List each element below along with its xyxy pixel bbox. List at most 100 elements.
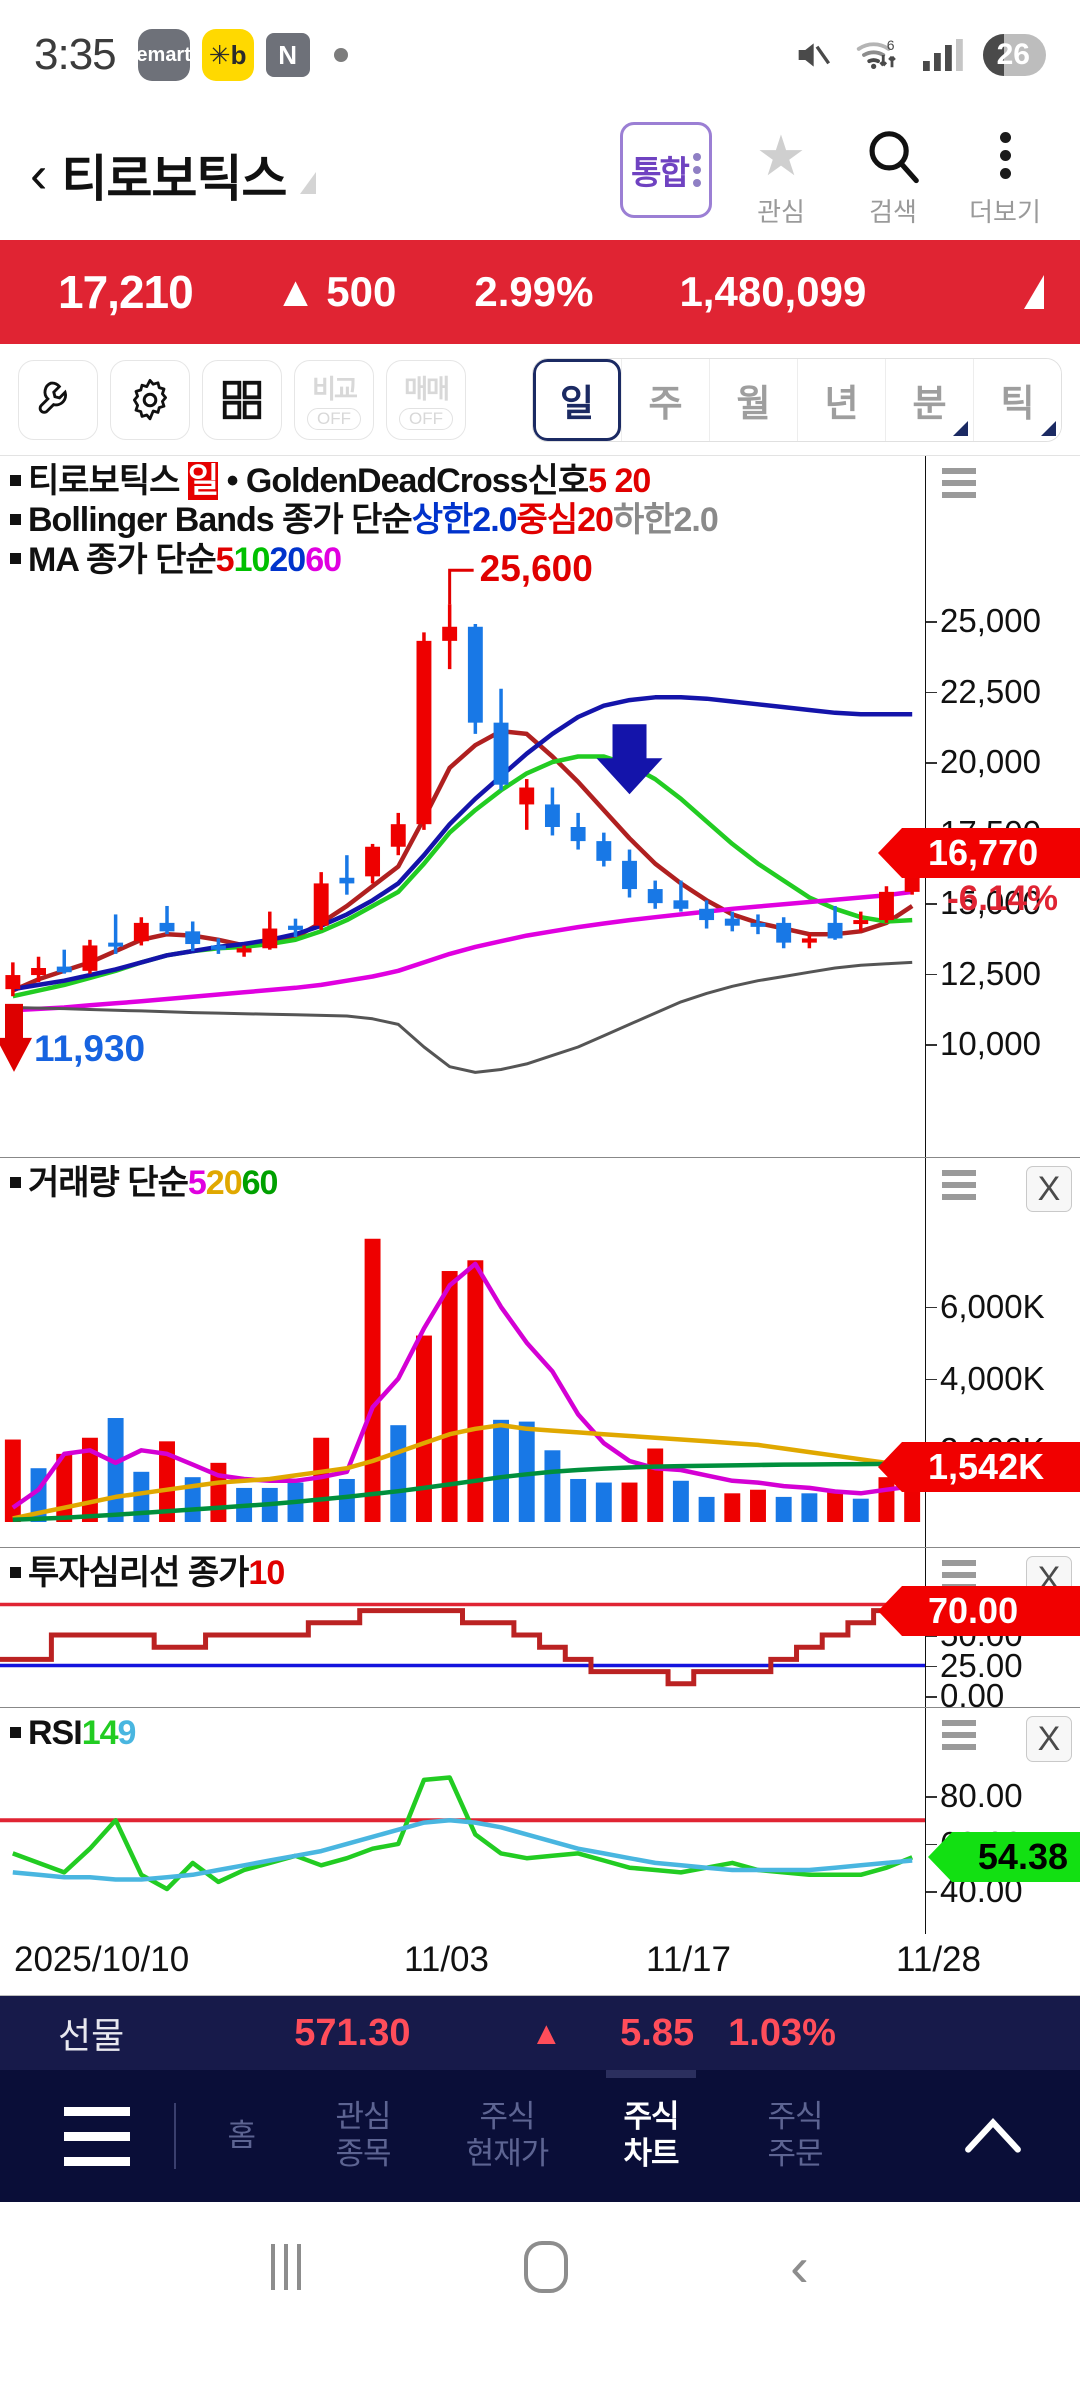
legend-row: 투자심리선 종가10 <box>10 1554 285 1593</box>
legend-part: 60 <box>241 1164 279 1202</box>
recents-icon[interactable] <box>271 2244 302 2290</box>
search-label: 검색 <box>869 196 917 227</box>
price-chart-panel[interactable]: 티로보틱스 일 • GoldenDeadCross신호5 20 Bollinger… <box>0 456 1080 1158</box>
legend-row: 티로보틱스 일 • GoldenDeadCross신호5 20 <box>10 462 718 501</box>
axis-tick: 0.00 <box>925 1677 1005 1714</box>
settings-button[interactable] <box>110 359 190 440</box>
nav-item-watchlist[interactable]: 관심 종목 <box>335 2099 392 2171</box>
menu-icon[interactable] <box>64 2106 130 2166</box>
legend-part: 일 <box>187 462 219 500</box>
star-icon: ★ <box>755 123 807 187</box>
title-dropdown-icon[interactable] <box>300 172 317 194</box>
nav-item-chart[interactable]: 주식 차트 <box>579 2099 723 2172</box>
chevron-up-icon[interactable] <box>962 2103 1024 2170</box>
tonghap-button[interactable]: 통합 <box>620 121 712 218</box>
price-change-arrow-icon: ▲ <box>274 268 317 315</box>
nav-item-home[interactable]: 홈 <box>227 2117 257 2153</box>
title-actions: 통합 ★ 관심 검색 더보기 <box>620 121 1054 229</box>
price-panel-menu-icon[interactable] <box>942 468 976 498</box>
back-button[interactable]: ‹ <box>30 146 48 204</box>
home-icon[interactable] <box>523 2241 568 2293</box>
chart-area[interactable]: 티로보틱스 일 • GoldenDeadCross신호5 20 Bollinger… <box>0 456 1080 1934</box>
date-tick-3: 11/28 <box>896 1940 981 1979</box>
volume-plot[interactable] <box>0 1158 925 1547</box>
wifi-6-icon: 6 <box>856 37 896 69</box>
legend-part: 20 <box>205 1164 243 1202</box>
tonghap-label: 통합 <box>631 153 690 191</box>
back-icon[interactable]: ‹ <box>790 2235 809 2298</box>
volume-panel-close-button[interactable]: X <box>1026 1166 1072 1212</box>
axis-tick: 20,000 <box>926 743 1041 781</box>
price-candlestick-svg <box>0 568 920 1074</box>
search-action[interactable]: 검색 <box>850 122 936 229</box>
period-tab-week[interactable]: 주 <box>621 358 709 441</box>
legend-part: 하한2.0 <box>612 501 719 540</box>
nav-item-quote[interactable]: 주식 현재가 <box>465 2099 550 2171</box>
date-axis: 2025/10/10 11/03 11/17 11/28 <box>0 1934 1080 1996</box>
axis-tick: 10,000 <box>926 1025 1041 1063</box>
nav-item-order[interactable]: 주식 주문 <box>767 2099 824 2171</box>
axis-tick: 25.00 <box>926 1646 1023 1684</box>
period-tab-day[interactable]: 일 <box>533 358 621 441</box>
wrench-button[interactable] <box>18 359 98 440</box>
price-axis[interactable]: 25,00022,50020,00017,50015,00012,50010,0… <box>878 456 1080 1157</box>
period-tab-month[interactable]: 월 <box>709 358 797 441</box>
legend-part: 14 <box>81 1714 119 1752</box>
title-bar: ‹ 티로보틱스 통합 ★ 관심 검색 더보기 <box>0 110 1080 240</box>
more-action[interactable]: 더보기 <box>962 122 1048 229</box>
futures-label: 선물 <box>58 2015 125 2056</box>
battery-indicator: 26 <box>982 34 1046 76</box>
rsi-panel-menu-icon[interactable] <box>942 1720 976 1750</box>
chevron-corner-icon <box>1041 420 1056 436</box>
signal-icon <box>922 39 963 71</box>
legend-part: MA 종가 단순 <box>28 540 217 579</box>
page-title[interactable]: 티로보틱스 <box>61 151 287 207</box>
current-change-badge: -6.14% <box>947 879 1058 919</box>
period-tab-year[interactable]: 년 <box>797 358 885 441</box>
axis-tick: 80.00 <box>926 1777 1023 1815</box>
legend-part: 60 <box>305 540 342 579</box>
futures-bar[interactable]: 선물 571.30 ▲ 5.85 1.03% <box>0 1996 1080 2070</box>
legend-row: RSI149 <box>10 1714 136 1753</box>
period-selector: 일 주 월 년 분 틱 <box>532 357 1062 442</box>
compare-toggle-button[interactable]: 비교 OFF <box>294 359 374 440</box>
tonghap-dots-icon <box>692 152 701 187</box>
psy-plot[interactable] <box>0 1548 925 1707</box>
more-notifications-dot <box>333 48 348 62</box>
favorite-label: 관심 <box>757 196 805 227</box>
rsi-line-svg <box>0 1775 925 1892</box>
rsi-panel-close-button[interactable]: X <box>1026 1716 1072 1762</box>
wrench-icon <box>38 381 67 414</box>
axis-tick: 6,000K <box>926 1287 1045 1325</box>
favorite-action[interactable]: ★ 관심 <box>738 122 824 229</box>
period-tab-minute[interactable]: 분 <box>885 358 973 441</box>
trade-toggle-button[interactable]: 매매 OFF <box>386 359 466 440</box>
legend-part: • GoldenDeadCross신호 <box>218 462 590 500</box>
legend-part: 20 <box>606 462 651 500</box>
volume-legend: 거래량 단순52060 <box>10 1164 279 1203</box>
futures-change: 5.85 <box>620 2011 695 2054</box>
date-tick-0: 2025/10/10 <box>14 1940 190 1979</box>
legend-row: 거래량 단순52060 <box>10 1164 279 1203</box>
legend-part: 거래량 단순 <box>28 1164 189 1202</box>
rsi-plot[interactable] <box>0 1708 925 1934</box>
svg-text:6: 6 <box>886 37 894 53</box>
chevron-corner-icon <box>953 420 968 436</box>
price-expand-icon[interactable] <box>1024 275 1044 309</box>
volume-panel-menu-icon[interactable] <box>942 1170 976 1200</box>
search-icon <box>869 130 919 183</box>
psy-legend: 투자심리선 종가10 <box>10 1554 285 1593</box>
price-bar[interactable]: 17,210 ▲ 500 2.99% 1,480,099 <box>0 240 1080 344</box>
trade-label: 매매 <box>404 374 450 404</box>
date-tick-2: 11/17 <box>646 1940 731 1979</box>
layout-grid-button[interactable] <box>202 359 282 440</box>
period-tab-tick[interactable]: 틱 <box>973 358 1061 441</box>
legend-part: 5 <box>187 1164 207 1202</box>
price-plot[interactable]: 25,600 11,930 <box>0 456 925 1157</box>
